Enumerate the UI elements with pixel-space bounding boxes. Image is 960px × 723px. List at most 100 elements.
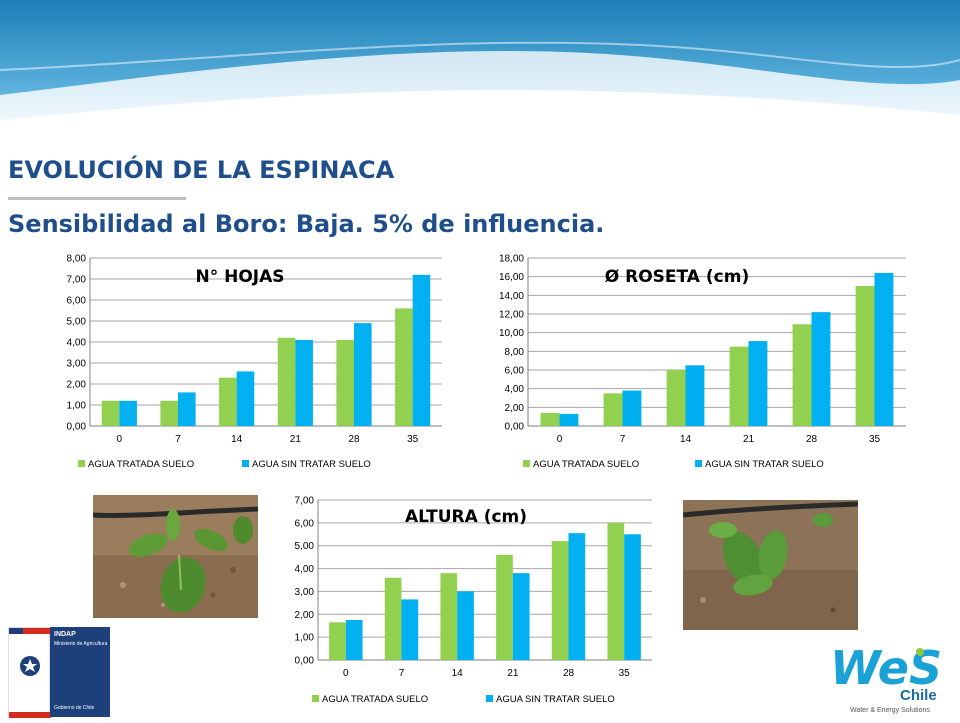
y-tick-label: 2,00: [505, 403, 525, 414]
legend-swatch: [312, 695, 319, 702]
y-tick-label: 6,00: [295, 518, 315, 529]
y-tick-label: 12,00: [499, 310, 524, 321]
x-tick-label: 35: [869, 434, 881, 445]
bar-treated: [666, 370, 686, 426]
y-tick-label: 7,00: [295, 496, 315, 507]
bar-untreated: [345, 620, 363, 660]
bar-treated: [496, 554, 513, 660]
y-tick-label: 16,00: [499, 272, 524, 283]
indap-panel: INDAP Ministerio de Agricultura Gobierno…: [50, 627, 110, 717]
legend-label: AGUA TRATADA SUELO: [533, 459, 639, 470]
bar-treated: [277, 337, 296, 426]
wes-country: Chile: [900, 687, 937, 704]
bar-treated: [792, 324, 812, 426]
y-tick-label: 14,00: [499, 291, 524, 302]
x-tick-label: 21: [507, 668, 519, 679]
legend-label: AGUA TRATADA SUELO: [322, 694, 428, 705]
bar-untreated: [401, 599, 419, 660]
x-tick-label: 28: [348, 434, 360, 445]
indap-ministry: Ministerio de Agricultura: [54, 641, 108, 647]
chile-emblem-icon: [8, 627, 51, 718]
y-tick-label: 2,00: [295, 610, 315, 621]
bar-treated: [336, 339, 354, 426]
bar-treated: [384, 577, 402, 660]
y-tick-label: 4,00: [67, 338, 87, 349]
page-title: EVOLUCIÓN DE LA ESPINACA: [8, 156, 395, 184]
bar-untreated: [236, 371, 255, 426]
title-divider: [8, 197, 186, 200]
x-tick-label: 14: [231, 434, 243, 445]
spinach-photo-right: [683, 500, 858, 630]
header-banner: [0, 0, 960, 170]
bar-untreated: [622, 390, 642, 426]
chart-roseta-svg: 0,00 2,00 4,00 6,00 8,00 10,00 12,00 14,00 16,00…: [499, 254, 906, 470]
chart-roseta: 0,00 2,00 4,00 6,00 8,00 10,00 12,00 14,00 16,00…: [483, 248, 907, 488]
chart-altura-svg: 0,00 1,00 2,00 3,00 4,00 5,00 6,00 7,00 0 7 14 21 28…: [295, 496, 652, 705]
x-tick-label: 35: [407, 434, 419, 445]
x-tick-label: 35: [619, 668, 631, 679]
x-tick-label: 21: [290, 434, 302, 445]
y-tick-label: 2,00: [67, 380, 87, 391]
wes-chile-logo: WeS Chile Water & Energy Solutions: [828, 640, 956, 716]
y-tick-label: 8,00: [505, 347, 525, 358]
bar-untreated: [874, 272, 894, 426]
bar-untreated: [559, 413, 579, 426]
y-tick-label: 0,00: [295, 656, 315, 667]
bar-treated: [855, 286, 875, 426]
spinach-photo-left: [93, 495, 258, 618]
bar-treated: [395, 308, 413, 426]
legend-swatch: [523, 460, 530, 467]
bar-untreated: [811, 312, 831, 426]
bar-untreated: [568, 533, 586, 660]
y-tick-label: 3,00: [295, 587, 315, 598]
x-tick-label: 7: [399, 668, 405, 679]
bar-untreated: [119, 400, 137, 426]
legend-swatch: [486, 695, 493, 702]
legend-label: AGUA TRATADA SUELO: [88, 459, 194, 470]
bar-treated: [603, 393, 623, 426]
bar-untreated: [295, 339, 313, 426]
bar-untreated: [685, 365, 705, 426]
chart-altura: 0,00 1,00 2,00 3,00 4,00 5,00 6,00 7,00 0 7 14 21 28…: [274, 490, 656, 718]
x-tick-label: 0: [117, 434, 123, 445]
x-tick-label: 7: [620, 434, 626, 445]
indap-logo: INDAP Ministerio de Agricultura Gobierno…: [8, 627, 110, 718]
bar-untreated: [354, 323, 372, 426]
x-tick-label: 14: [680, 434, 692, 445]
y-tick-label: 6,00: [67, 296, 87, 307]
wes-tagline: Water & Energy Solutions: [850, 707, 930, 714]
bar-treated: [219, 377, 237, 426]
y-tick-label: 10,00: [499, 328, 524, 339]
x-tick-label: 28: [806, 434, 818, 445]
y-tick-label: 4,00: [505, 384, 525, 395]
bar-treated: [101, 400, 120, 426]
y-tick-label: 5,00: [67, 317, 87, 328]
y-tick-label: 3,00: [67, 359, 87, 370]
bar-untreated: [748, 341, 768, 426]
y-tick-label: 8,00: [67, 254, 87, 265]
page-subtitle: Sensibilidad al Boro: Baja. 5% de influe…: [8, 210, 605, 238]
y-tick-label: 6,00: [505, 366, 525, 377]
y-tick-label: 7,00: [67, 275, 87, 286]
y-tick-label: 1,00: [67, 401, 87, 412]
bar-treated: [540, 412, 560, 426]
x-tick-label: 28: [563, 668, 575, 679]
legend-swatch: [242, 460, 249, 467]
x-tick-label: 0: [557, 434, 563, 445]
y-tick-label: 1,00: [295, 633, 315, 644]
bar-untreated: [457, 591, 474, 660]
x-tick-label: 21: [743, 434, 755, 445]
bar-untreated: [512, 573, 530, 660]
bar-treated: [329, 622, 346, 660]
legend-label: AGUA SIN TRATAR SUELO: [252, 459, 371, 470]
y-tick-label: 0,00: [505, 422, 525, 433]
chart-title: N° HOJAS: [195, 267, 284, 287]
indap-name: INDAP: [54, 631, 76, 638]
indap-gov: Gobierno de Chile: [54, 705, 95, 711]
legend-swatch: [78, 460, 85, 467]
bar-untreated: [624, 534, 641, 660]
legend-label: AGUA SIN TRATAR SUELO: [496, 694, 615, 705]
bar-treated: [440, 573, 458, 660]
bar-treated: [160, 400, 178, 426]
bar-untreated: [178, 392, 196, 426]
